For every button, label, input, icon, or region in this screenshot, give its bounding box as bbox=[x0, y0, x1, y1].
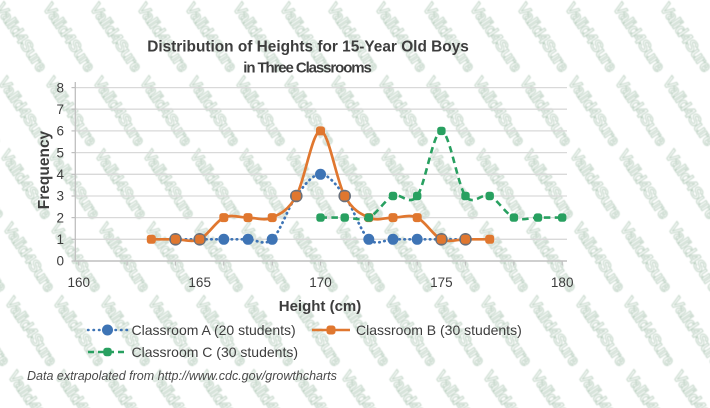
svg-text:160: 160 bbox=[68, 275, 91, 290]
svg-text:6: 6 bbox=[56, 124, 64, 139]
svg-text:0: 0 bbox=[56, 254, 64, 269]
svg-text:Classroom C (30 students): Classroom C (30 students) bbox=[132, 344, 299, 360]
svg-text:165: 165 bbox=[188, 275, 211, 290]
svg-text:Data extrapolated from http://: Data extrapolated from http://www.cdc.go… bbox=[27, 369, 337, 383]
svg-text:4: 4 bbox=[56, 167, 64, 182]
svg-text:3: 3 bbox=[56, 189, 64, 204]
svg-text:Height (cm): Height (cm) bbox=[279, 298, 362, 315]
svg-text:8: 8 bbox=[56, 80, 64, 95]
svg-text:7: 7 bbox=[56, 102, 64, 117]
svg-text:Classroom A (20 students): Classroom A (20 students) bbox=[132, 322, 296, 338]
svg-text:170: 170 bbox=[309, 275, 332, 290]
svg-text:175: 175 bbox=[430, 275, 453, 290]
svg-text:Classroom B (30 students): Classroom B (30 students) bbox=[356, 322, 522, 338]
svg-text:Frequency: Frequency bbox=[36, 130, 53, 209]
svg-text:180: 180 bbox=[551, 275, 574, 290]
svg-text:Distribution of Heights for 15: Distribution of Heights for 15-Year Old … bbox=[147, 39, 469, 56]
svg-text:2: 2 bbox=[56, 210, 64, 225]
svg-text:in Three Classrooms: in Three Classrooms bbox=[243, 60, 371, 77]
svg-text:1: 1 bbox=[56, 232, 64, 247]
svg-text:5: 5 bbox=[56, 145, 64, 160]
